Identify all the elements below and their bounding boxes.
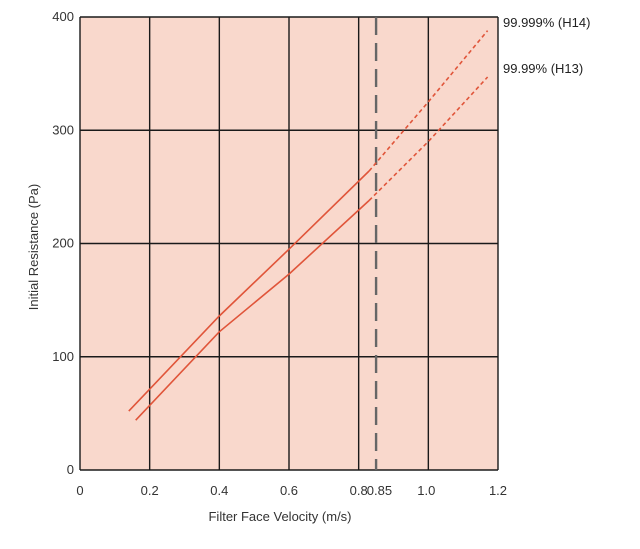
x-tick-label: 0: [76, 483, 83, 498]
series-line-2-extrapolated: [368, 76, 489, 202]
legend: 99.999% (H14) 99.99% (H13): [503, 15, 590, 76]
y-tick-label: 100: [52, 349, 74, 364]
x-tick-label: 0.4: [210, 483, 228, 498]
series-line-1-measured: [128, 170, 370, 412]
y-tick-label: 300: [52, 122, 74, 137]
y-tick-label: 200: [52, 236, 74, 251]
legend-entry-1: 99.999% (H14): [503, 15, 590, 30]
x-tick-label: 1.0: [417, 483, 435, 498]
x-tick-label: 0.85: [367, 483, 392, 498]
x-axis-ticks: 0 0.2 0.4 0.6 0.8 0.85 1.0 1.2: [76, 483, 507, 498]
x-axis-label: Filter Face Velocity (m/s): [208, 509, 351, 524]
series-lines: [128, 30, 489, 421]
legend-entry-2: 99.99% (H13): [503, 61, 583, 76]
x-tick-label: 0.2: [141, 483, 159, 498]
y-tick-label: 400: [52, 9, 74, 24]
x-tick-label: 1.2: [489, 483, 507, 498]
y-axis-ticks: 0 100 200 300 400: [52, 9, 74, 477]
series-line-2-measured: [135, 199, 370, 421]
x-tick-label: 0.6: [280, 483, 298, 498]
series-line-1-extrapolated: [368, 30, 489, 172]
grid: [79, 16, 499, 471]
y-axis-label: Initial Resistance (Pa): [26, 184, 41, 310]
y-tick-label: 0: [67, 462, 74, 477]
x-tick-label: 0.8: [350, 483, 368, 498]
